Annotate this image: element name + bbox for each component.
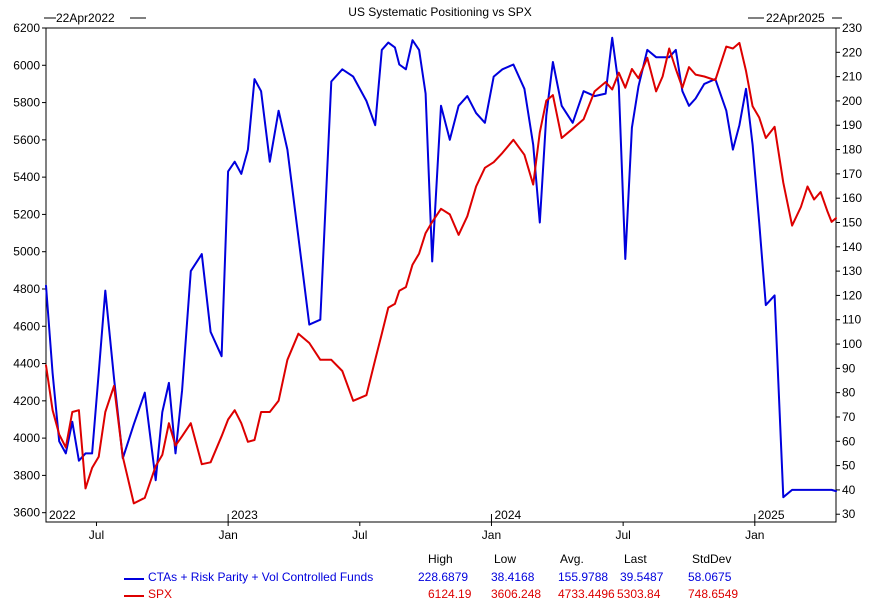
x-axis-month-label: Jan — [218, 528, 237, 542]
stat-last-spx: 5303.84 — [617, 587, 661, 601]
right-axis-label: 170 — [842, 167, 862, 181]
right-axis-label: 110 — [842, 313, 861, 327]
date-start-label: 22Apr2022 — [56, 11, 115, 25]
x-axis-month-label: Jan — [482, 528, 501, 542]
chart-canvas: 3600 3800 4000 4200 4400 4600 4800 5000 5200 5400… — [13, 5, 862, 542]
right-axis-label: 210 — [842, 70, 862, 84]
left-axis-label: 5200 — [13, 207, 40, 221]
x-axis-year-label: 2022 — [49, 508, 76, 522]
left-axis-label: 4800 — [13, 282, 40, 296]
stats-header-avg: Avg. — [560, 552, 584, 566]
chart-title: US Systematic Positioning vs SPX — [348, 5, 531, 19]
stat-high-spx: 6124.19 — [428, 587, 472, 601]
right-axis-label: 160 — [842, 191, 862, 205]
stat-stddev-positioning: 58.0675 — [688, 570, 732, 584]
right-axis-label: 140 — [842, 240, 862, 254]
stat-avg-positioning: 155.9788 — [558, 570, 609, 584]
right-axis-label: 130 — [842, 264, 862, 278]
stat-avg-spx: 4733.4496 — [558, 587, 615, 601]
left-axis-label: 5000 — [13, 245, 40, 259]
left-axis-label: 3600 — [13, 506, 40, 520]
stats-header-low: Low — [494, 552, 517, 566]
right-axis-label: 90 — [842, 361, 856, 375]
left-axis-label: 4200 — [13, 394, 40, 408]
left-axis-label: 4400 — [13, 357, 40, 371]
series-line-positioning — [45, 36, 837, 499]
plot-frame — [45, 27, 837, 523]
series-line-spx — [45, 41, 837, 505]
statistics-table: High Low Avg. Last StdDev CTAs + Risk Pa… — [0, 548, 880, 603]
right-axis-label: 100 — [842, 337, 862, 351]
right-axis-label: 180 — [842, 143, 862, 157]
right-axis-label: 230 — [842, 21, 862, 35]
left-axis-label: 5600 — [13, 133, 40, 147]
legend-label-positioning: CTAs + Risk Parity + Vol Controlled Fund… — [148, 570, 374, 584]
right-axis-label: 200 — [842, 94, 862, 108]
stats-header-high: High — [428, 552, 453, 566]
x-axis-month-label: Jul — [89, 528, 104, 542]
left-axis-label: 5400 — [13, 170, 40, 184]
stats-header-last: Last — [624, 552, 647, 566]
right-axis-label: 190 — [842, 118, 862, 132]
stat-stddev-spx: 748.6549 — [688, 587, 739, 601]
right-axis-label: 80 — [842, 386, 856, 400]
right-axis-label: 50 — [842, 459, 856, 473]
stats-header-stddev: StdDev — [692, 552, 732, 566]
right-axis-label: 40 — [842, 483, 856, 497]
legend-marker-positioning — [124, 578, 144, 580]
stat-last-positioning: 39.5487 — [620, 570, 664, 584]
right-axis-label: 120 — [842, 288, 862, 302]
x-axis-month-label: Jul — [352, 528, 367, 542]
stat-low-spx: 3606.248 — [491, 587, 542, 601]
right-axis-label: 60 — [842, 434, 856, 448]
right-axis-label: 220 — [842, 45, 862, 59]
legend-marker-spx — [124, 595, 144, 597]
left-axis-label: 3800 — [13, 468, 40, 482]
stat-low-positioning: 38.4168 — [491, 570, 535, 584]
x-axis-month-label: Jan — [745, 528, 764, 542]
left-axis-label: 6000 — [13, 58, 40, 72]
x-axis-year-label: 2023 — [231, 508, 258, 522]
right-axis-label: 30 — [842, 507, 856, 521]
x-axis-year-label: 2024 — [494, 508, 521, 522]
x-axis-month-label: Jul — [615, 528, 630, 542]
left-axis-label: 6200 — [13, 21, 40, 35]
date-end-label: 22Apr2025 — [766, 11, 825, 25]
right-axis-label: 70 — [842, 410, 856, 424]
stat-high-positioning: 228.6879 — [418, 570, 469, 584]
x-axis-year-label: 2025 — [758, 508, 785, 522]
left-axis-label: 4000 — [13, 431, 40, 445]
left-axis-label: 5800 — [13, 96, 40, 110]
right-axis-label: 150 — [842, 215, 862, 229]
left-axis-label: 4600 — [13, 319, 40, 333]
legend-label-spx: SPX — [148, 587, 173, 601]
